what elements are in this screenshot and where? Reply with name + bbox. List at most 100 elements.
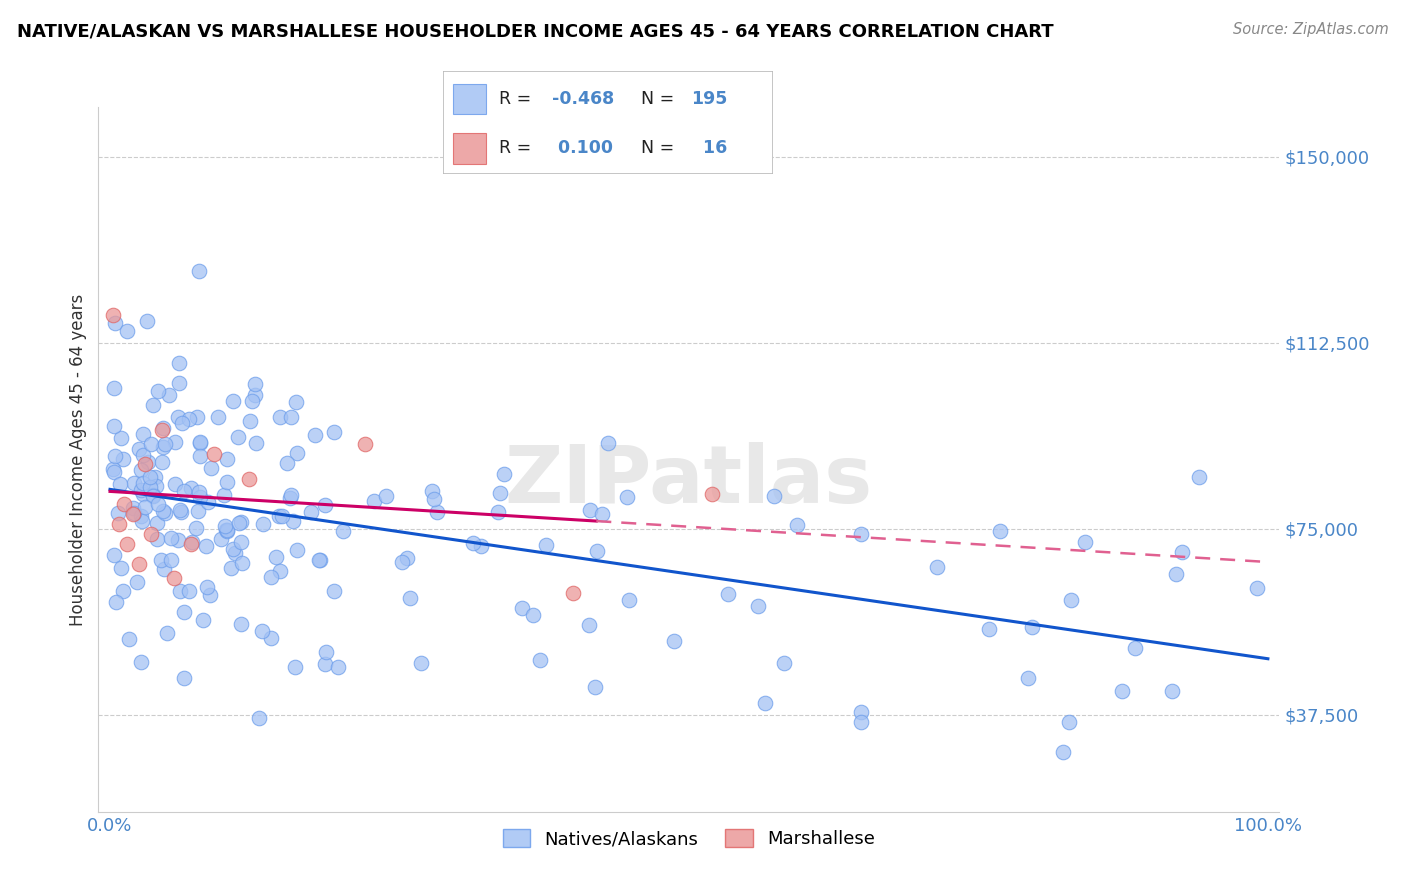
Point: [103, 465, 125, 479]
Point: [772, 656, 794, 670]
Point: [363, 493, 385, 508]
Point: [111, 452, 134, 467]
Point: [129, 463, 152, 477]
Point: [224, 546, 246, 560]
Point: [314, 657, 336, 671]
Point: [271, 508, 294, 523]
Point: [136, 314, 159, 328]
Point: [284, 660, 307, 674]
Point: [323, 425, 346, 440]
Point: [267, 508, 290, 523]
Point: [578, 503, 600, 517]
Point: [409, 656, 432, 670]
Point: [108, 516, 131, 531]
Point: [420, 483, 443, 498]
Point: [132, 476, 155, 491]
Point: [374, 489, 396, 503]
Point: [131, 514, 153, 528]
Point: [169, 584, 191, 599]
Point: [177, 584, 200, 599]
Point: [163, 476, 186, 491]
Point: [488, 486, 510, 500]
Point: [110, 431, 132, 445]
Point: [988, 524, 1011, 538]
Legend: Natives/Alaskans, Marshallese: Natives/Alaskans, Marshallese: [496, 822, 882, 855]
Point: [145, 470, 167, 484]
Point: [129, 483, 152, 498]
Point: [304, 427, 326, 442]
Point: [202, 447, 225, 461]
Point: [200, 588, 222, 602]
Point: [280, 487, 302, 501]
Point: [152, 440, 174, 454]
Point: [287, 543, 309, 558]
Point: [562, 586, 585, 600]
Point: [173, 484, 195, 499]
Point: [209, 532, 232, 546]
Point: [153, 562, 176, 576]
Text: 16: 16: [690, 139, 727, 157]
Point: [139, 480, 162, 494]
Point: [132, 427, 155, 442]
Point: [284, 395, 307, 409]
Point: [1161, 684, 1184, 698]
Point: [492, 467, 515, 482]
Point: [717, 587, 740, 601]
FancyBboxPatch shape: [453, 133, 486, 163]
Point: [240, 393, 263, 408]
Text: N =: N =: [641, 139, 675, 157]
Point: [129, 655, 152, 669]
Point: [145, 532, 167, 546]
Point: [167, 533, 190, 547]
Point: [103, 548, 125, 562]
Point: [1059, 714, 1081, 729]
Point: [107, 507, 129, 521]
Point: [786, 518, 808, 533]
Point: [150, 423, 173, 437]
Point: [207, 410, 229, 425]
Point: [529, 653, 551, 667]
Point: [591, 507, 613, 521]
Point: [1060, 593, 1083, 607]
Point: [322, 583, 344, 598]
Point: [219, 560, 242, 574]
Point: [187, 504, 209, 518]
Point: [979, 622, 1001, 636]
Point: [214, 519, 236, 533]
Point: [1164, 566, 1187, 581]
Point: [1171, 545, 1194, 559]
Point: [598, 435, 620, 450]
Point: [1123, 640, 1146, 655]
Point: [231, 616, 253, 631]
Point: [269, 564, 291, 578]
Point: [280, 491, 302, 506]
Point: [222, 541, 245, 556]
Point: [136, 455, 159, 469]
Point: [188, 435, 211, 450]
Point: [200, 461, 222, 475]
Point: [118, 632, 141, 646]
Point: [1021, 620, 1043, 634]
Point: [188, 436, 211, 450]
Point: [145, 479, 167, 493]
Point: [228, 430, 250, 444]
Point: [181, 535, 204, 549]
Point: [299, 505, 322, 519]
Point: [228, 516, 250, 531]
Point: [423, 491, 446, 506]
Point: [159, 387, 181, 401]
Point: [217, 523, 239, 537]
Point: [186, 409, 208, 424]
Point: [165, 435, 187, 450]
Point: [184, 521, 207, 535]
Text: -0.468: -0.468: [553, 90, 614, 108]
Point: [229, 516, 252, 530]
Point: [163, 572, 186, 586]
Point: [243, 388, 266, 402]
Text: R =: R =: [499, 90, 531, 108]
Point: [260, 631, 283, 645]
Point: [243, 376, 266, 391]
Point: [117, 537, 139, 551]
Point: [122, 500, 145, 515]
Point: [353, 437, 375, 451]
